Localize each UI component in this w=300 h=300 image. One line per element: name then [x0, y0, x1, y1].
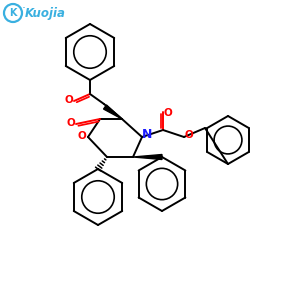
Polygon shape [133, 154, 162, 160]
Text: O: O [67, 118, 75, 128]
Text: N: N [142, 128, 152, 142]
Text: O: O [78, 131, 86, 141]
Text: O: O [164, 108, 172, 118]
Text: K: K [9, 8, 17, 18]
Text: ·: · [22, 2, 26, 16]
Text: Kuojia: Kuojia [25, 7, 65, 20]
Text: O: O [64, 95, 74, 105]
Polygon shape [103, 105, 122, 119]
Text: O: O [184, 130, 194, 140]
